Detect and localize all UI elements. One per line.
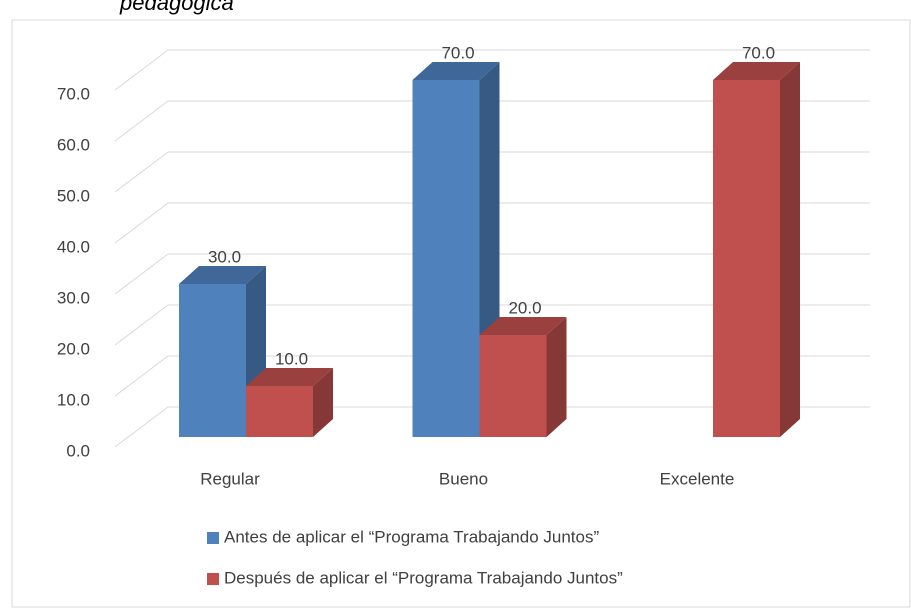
y-tick-label: 30.0 [57,288,90,307]
data-label: 30.0 [208,247,241,266]
legend-label: Después de aplicar el “Programa Trabajan… [224,568,623,587]
legend-swatch [207,573,219,585]
bar-side [780,62,800,437]
bar-top [479,317,567,335]
grid-line [114,304,169,346]
chart-title: pedagógica [119,0,234,15]
bar-top [713,62,800,80]
bar-top [412,62,500,80]
data-label: 70.0 [742,43,775,62]
grid-line [114,100,169,142]
bar [246,386,313,437]
grid-line [114,202,169,244]
y-tick-label: 70.0 [57,84,90,103]
x-tick-label: Bueno [439,469,488,488]
grid-line [114,355,169,397]
bar [713,80,780,437]
data-label: 20.0 [508,298,541,317]
legend-swatch [207,532,219,544]
bar [412,80,480,437]
bar-top [246,368,333,386]
grid-line [114,49,169,91]
x-tick-label: Excelente [660,469,735,488]
bar-top [179,266,266,284]
y-tick-label: 10.0 [57,390,90,409]
bar [479,335,547,437]
y-tick-label: 50.0 [57,186,90,205]
grid-line [114,151,169,193]
y-tick-label: 60.0 [57,135,90,154]
grid-line [114,406,169,448]
bar-side [546,317,567,437]
y-tick-label: 0.0 [66,441,90,460]
data-label: 10.0 [275,349,308,368]
y-tick-label: 40.0 [57,237,90,256]
y-tick-label: 20.0 [57,339,90,358]
x-tick-label: Regular [200,469,260,488]
bar [179,284,246,437]
grid-line [114,253,169,295]
bar-side [313,368,333,437]
legend-label: Antes de aplicar el “Programa Trabajando… [224,527,599,546]
data-label: 70.0 [441,43,474,62]
